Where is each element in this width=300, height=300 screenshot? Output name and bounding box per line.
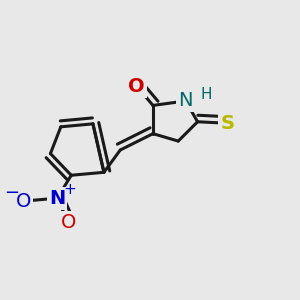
Text: S: S xyxy=(220,114,234,133)
Text: N: N xyxy=(178,92,193,110)
Text: O: O xyxy=(61,213,76,232)
Text: N: N xyxy=(49,189,65,208)
Text: O: O xyxy=(16,192,32,211)
Text: +: + xyxy=(63,182,76,197)
Text: O: O xyxy=(128,76,145,96)
Text: H: H xyxy=(200,87,212,102)
Text: −: − xyxy=(4,184,19,202)
